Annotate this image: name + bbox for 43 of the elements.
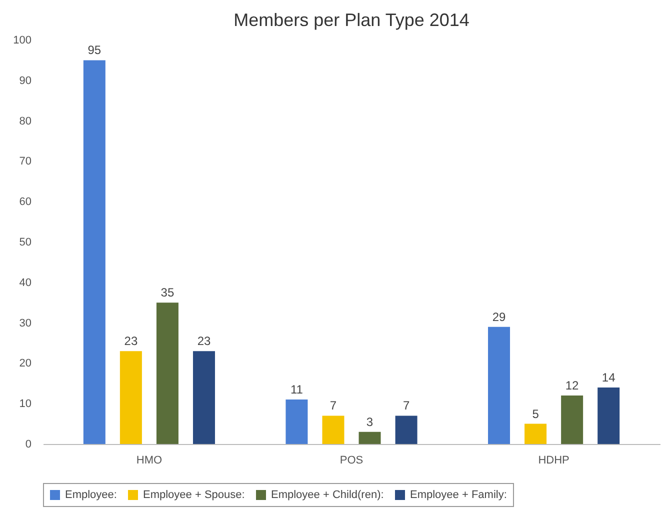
y-tick-label: 10 (19, 398, 32, 410)
data-label: 12 (565, 378, 580, 393)
x-tick-label: HMO (136, 454, 162, 466)
legend-label: Employee + Family: (410, 489, 507, 501)
bar (395, 416, 418, 444)
bar (358, 432, 381, 444)
bar (322, 416, 344, 444)
y-tick-label: 60 (19, 196, 32, 208)
legend-label: Employee: (65, 489, 117, 501)
bar (561, 396, 584, 444)
data-label: 29 (492, 310, 506, 324)
y-tick-label: 50 (19, 236, 32, 248)
y-tick-label: 40 (19, 276, 32, 289)
y-tick-label: 90 (19, 74, 32, 87)
y-tick-label: 0 (25, 438, 32, 450)
y-tick-label: 20 (19, 358, 32, 370)
bar (598, 387, 620, 444)
y-tick-label: 80 (19, 115, 32, 128)
legend-label: Employee + Spouse: (143, 489, 245, 501)
data-label: 3 (366, 414, 374, 429)
x-tick-label: HDHP (538, 454, 570, 466)
data-label: 7 (330, 398, 337, 413)
data-label: 14 (602, 370, 616, 384)
y-tick-label: 70 (19, 156, 32, 168)
data-label: 35 (160, 286, 174, 300)
bar (156, 302, 178, 444)
legend-label: Employee + Child(ren): (271, 489, 384, 501)
data-label: 95 (88, 43, 102, 58)
data-label: 7 (402, 398, 410, 413)
bar (83, 60, 106, 444)
data-label: 11 (290, 382, 304, 397)
data-label: 23 (124, 334, 138, 348)
x-tick-label: POS (340, 454, 364, 466)
y-tick-label: 100 (13, 34, 32, 46)
bar (524, 424, 547, 444)
y-tick-label: 30 (19, 317, 32, 330)
data-label: 23 (197, 334, 211, 348)
bar (488, 326, 510, 444)
bar (192, 351, 215, 444)
chart-title: Members per Plan Type 2014 (234, 10, 470, 30)
data-label: 5 (532, 406, 540, 421)
bar (120, 351, 142, 444)
bar (286, 400, 308, 444)
